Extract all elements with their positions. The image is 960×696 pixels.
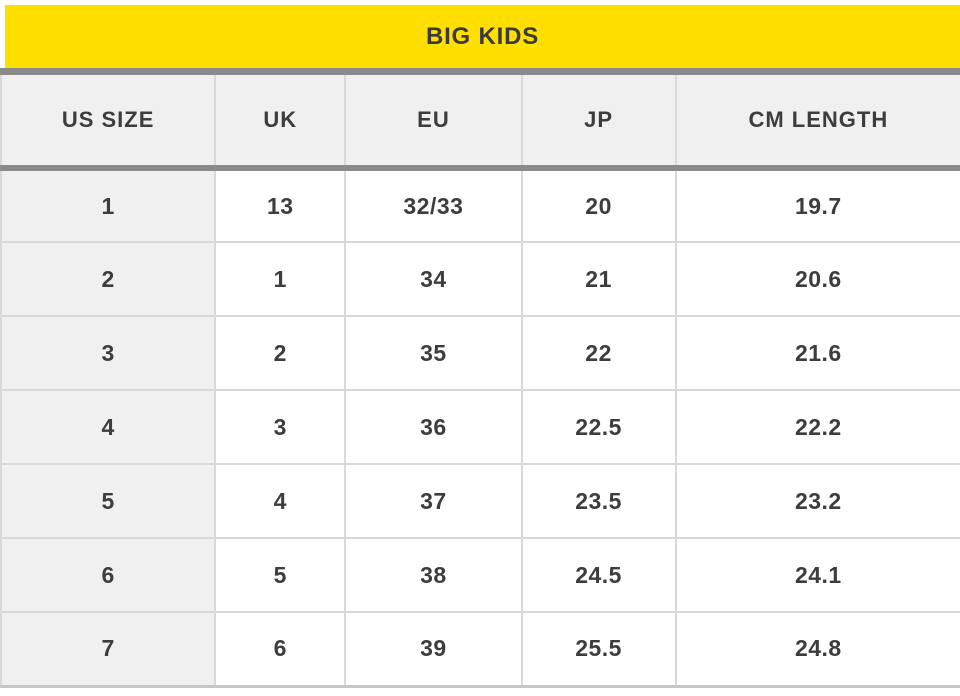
table-row: 2 1 34 21 20.6 xyxy=(1,241,960,316)
cell-us-size: 4 xyxy=(1,389,216,464)
cell-eu: 35 xyxy=(344,315,522,390)
cell-uk: 13 xyxy=(214,168,346,242)
cell-jp: 22.5 xyxy=(520,389,676,464)
cell-cm-length: 21.6 xyxy=(674,315,960,390)
table-row: 6 5 38 24.5 24.1 xyxy=(1,537,960,612)
cell-eu: 34 xyxy=(344,241,522,316)
cell-us-size: 7 xyxy=(1,611,216,688)
table-row: 3 2 35 22 21.6 xyxy=(1,315,960,390)
cell-uk: 6 xyxy=(214,611,346,688)
cell-eu: 39 xyxy=(344,611,522,688)
caption-divider-bar xyxy=(0,68,960,75)
caption-band: BIG KIDS xyxy=(0,0,960,68)
cell-uk: 5 xyxy=(214,537,346,612)
table-row: 4 3 36 22.5 22.2 xyxy=(1,389,960,464)
column-header-jp: JP xyxy=(520,75,676,171)
column-header-us-size: US SIZE xyxy=(1,75,216,171)
cell-eu: 36 xyxy=(344,389,522,464)
size-chart-table: US SIZE UK EU JP CM LENGTH 1 13 32/33 20… xyxy=(0,75,960,688)
cell-us-size: 1 xyxy=(1,168,216,242)
cell-cm-length: 22.2 xyxy=(674,389,960,464)
cell-eu: 38 xyxy=(344,537,522,612)
column-header-eu: EU xyxy=(344,75,522,171)
cell-us-size: 5 xyxy=(1,463,216,538)
cell-jp: 25.5 xyxy=(520,611,676,688)
cell-uk: 3 xyxy=(214,389,346,464)
cell-jp: 22 xyxy=(520,315,676,390)
cell-us-size: 3 xyxy=(1,315,216,390)
cell-cm-length: 24.1 xyxy=(674,537,960,612)
cell-jp: 23.5 xyxy=(520,463,676,538)
cell-cm-length: 24.8 xyxy=(674,611,960,688)
table-row: 1 13 32/33 20 19.7 xyxy=(1,168,960,242)
cell-us-size: 2 xyxy=(1,241,216,316)
cell-jp: 20 xyxy=(520,168,676,242)
cell-eu: 32/33 xyxy=(344,168,522,242)
cell-eu: 37 xyxy=(344,463,522,538)
cell-us-size: 6 xyxy=(1,537,216,612)
column-header-uk: UK xyxy=(214,75,346,171)
table-row: 5 4 37 23.5 23.2 xyxy=(1,463,960,538)
cell-cm-length: 20.6 xyxy=(674,241,960,316)
cell-cm-length: 19.7 xyxy=(674,168,960,242)
table-caption-title: BIG KIDS xyxy=(5,5,960,68)
table-row: 7 6 39 25.5 24.8 xyxy=(1,611,960,688)
cell-cm-length: 23.2 xyxy=(674,463,960,538)
cell-uk: 2 xyxy=(214,315,346,390)
cell-uk: 1 xyxy=(214,241,346,316)
header-row: US SIZE UK EU JP CM LENGTH xyxy=(1,75,960,171)
cell-jp: 24.5 xyxy=(520,537,676,612)
cell-jp: 21 xyxy=(520,241,676,316)
cell-uk: 4 xyxy=(214,463,346,538)
column-header-cm-length: CM LENGTH xyxy=(674,75,960,171)
